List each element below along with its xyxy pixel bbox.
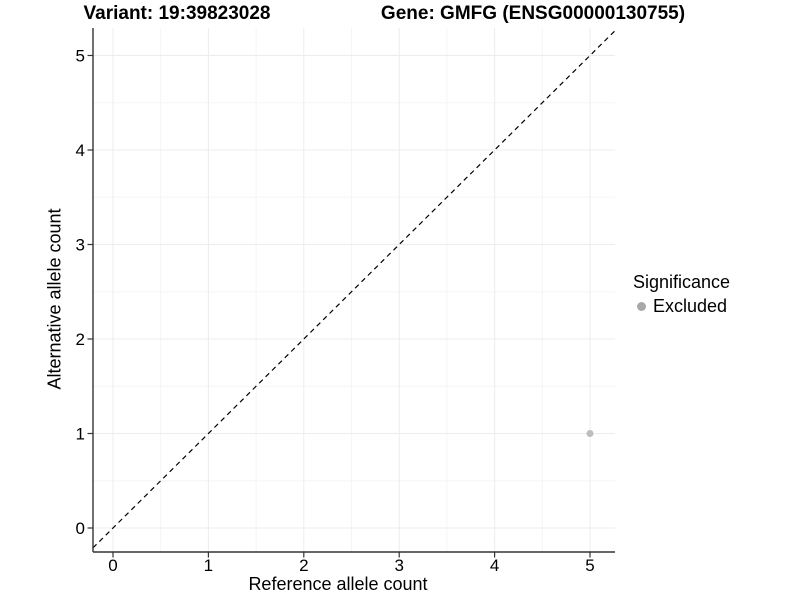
x-tick-label: 4 — [490, 556, 499, 575]
plot-title-variant: Variant: 19:39823028 — [83, 3, 271, 24]
y-tick-label: 1 — [76, 425, 85, 444]
excluded-dot-icon — [637, 302, 646, 311]
legend-title: Significance — [633, 272, 731, 292]
x-tick-label: 3 — [394, 556, 403, 575]
x-tick-label: 0 — [108, 556, 117, 575]
legend-item-label: Excluded — [653, 296, 728, 316]
y-tick-label: 5 — [76, 47, 85, 66]
identity-reference-line — [92, 30, 616, 549]
y-tick-label: 2 — [76, 330, 85, 349]
legend: Significance Excluded — [633, 272, 730, 317]
x-axis-label: Reference allele count — [248, 574, 428, 594]
plot-title-gene: Gene: GMFG (ENSG00000130755) — [380, 3, 686, 24]
y-axis-label: Alternative allele count — [44, 208, 65, 390]
y-tick-label: 0 — [76, 519, 85, 538]
y-tick-label: 4 — [76, 141, 85, 160]
y-tick-label: 3 — [76, 236, 85, 255]
x-tick-label: 1 — [204, 556, 213, 575]
legend-item-excluded: Excluded — [633, 296, 730, 317]
data-point — [586, 430, 594, 437]
x-tick-label: 2 — [299, 556, 308, 575]
x-tick-label: 5 — [585, 556, 594, 575]
